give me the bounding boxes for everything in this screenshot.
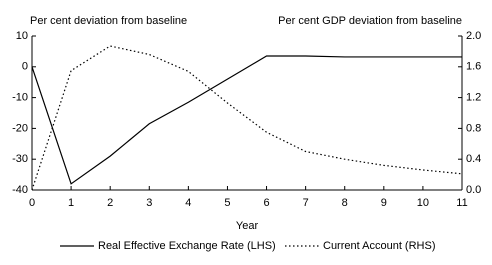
y2-tick-label: 0.4 (466, 153, 481, 165)
x-tick-label: 7 (303, 197, 309, 209)
x-tick-label: 6 (263, 197, 269, 209)
x-tick-label: 0 (29, 197, 35, 209)
x-tick-label: 8 (342, 197, 348, 209)
y-tick-label: 0 (22, 61, 28, 73)
x-tick-label: 11 (456, 197, 467, 209)
y2-tick-label: 0.8 (466, 122, 481, 134)
x-tick-label: 10 (417, 197, 429, 209)
y-tick-label: -40 (12, 184, 28, 196)
x-axis-label: Year (236, 220, 259, 232)
y-tick-label: -20 (12, 122, 28, 134)
right-axis-label: Per cent GDP deviation from baseline (278, 15, 462, 27)
legend-label: Real Effective Exchange Rate (LHS) (98, 240, 276, 252)
x-tick-label: 3 (146, 197, 152, 209)
legend-label: Current Account (RHS) (323, 240, 435, 252)
x-tick-label: 1 (68, 197, 74, 209)
y-tick-label: -30 (12, 153, 28, 165)
series-line (31, 45, 463, 191)
series-line (31, 55, 462, 185)
y2-tick-label: 2.0 (466, 30, 481, 42)
x-tick-label: 5 (224, 197, 230, 209)
x-tick-label: 2 (107, 197, 113, 209)
y-tick-label: 10 (16, 30, 28, 42)
y2-tick-label: 1.6 (466, 61, 481, 73)
x-tick-label: 4 (185, 197, 191, 209)
y2-tick-label: 1.2 (466, 92, 481, 104)
left-axis-label: Per cent deviation from baseline (30, 15, 187, 27)
y2-tick-label: 0.0 (466, 184, 481, 196)
x-tick-label: 9 (381, 197, 387, 209)
y-tick-label: -10 (12, 92, 28, 104)
